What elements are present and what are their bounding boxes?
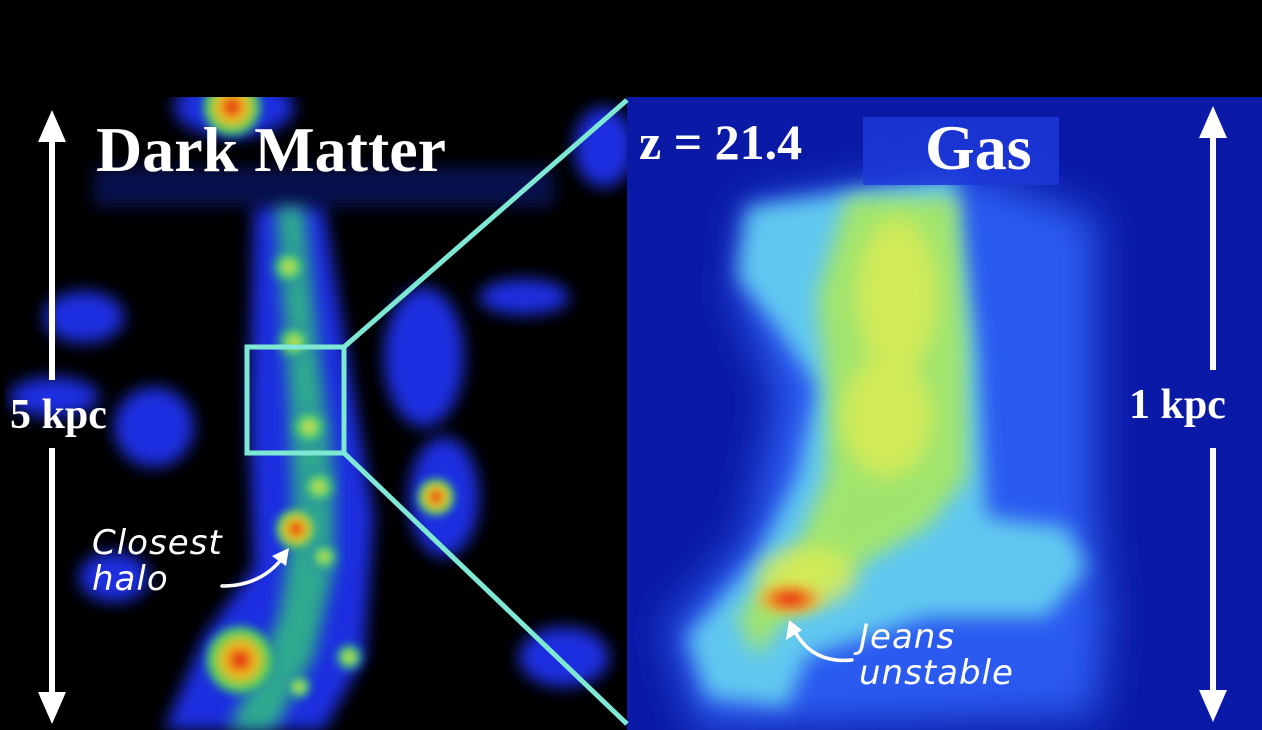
gas-scale-label: 1 kpc [1129,382,1226,428]
redshift-label: z = 21.4 [639,114,803,170]
gas-panel: z = 21.4 Gas 1 kpc Jeans unstable [627,97,1262,730]
dark-matter-panel: Dark Matter 5 kpc Closest halo [4,97,628,730]
dark-matter-scale-label: 5 kpc [10,392,107,438]
jeans-unstable-annotation: Jeans unstable [859,617,1014,693]
gas-density-map [667,117,1107,730]
gas-title: Gas [925,112,1032,183]
closest-halo-annotation: Closest halo [92,523,223,599]
dark-matter-title: Dark Matter [96,114,447,185]
